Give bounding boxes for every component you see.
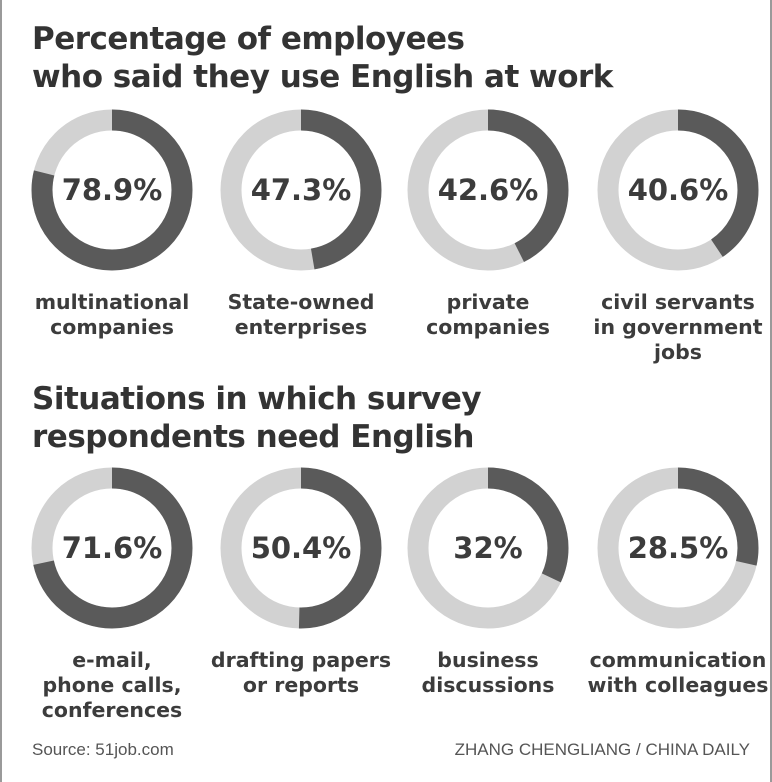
donut-chart: 78.9% — [31, 109, 193, 271]
donut-value-arc — [220, 467, 382, 629]
donut-percent-label: 78.9% — [62, 173, 163, 207]
donut-label-private: private companies — [393, 290, 583, 340]
donut-percent-label: 71.6% — [62, 531, 163, 565]
donut-percent-label: 32% — [453, 531, 522, 565]
donut-label-drafting: drafting papers or reports — [206, 648, 396, 698]
donut-percent-label: 50.4% — [251, 531, 352, 565]
donut-label-multinational: multinational companies — [17, 290, 207, 340]
label-line: communication — [589, 648, 767, 672]
label-line: business — [437, 648, 539, 672]
label-line: jobs — [654, 340, 702, 364]
label-line: conferences — [41, 698, 183, 722]
label-line: companies — [426, 315, 550, 339]
label-line: State-owned — [227, 290, 375, 314]
label-line: civil servants — [601, 290, 755, 314]
label-line: discussions — [421, 673, 555, 697]
donut-label-colleagues: communication with colleagues — [583, 648, 772, 698]
label-line: phone calls, — [42, 673, 182, 697]
label-line: drafting papers — [210, 648, 392, 672]
title-line: respondents need English — [32, 419, 474, 455]
label-line: in government — [593, 315, 763, 339]
donut-percent-label: 40.6% — [628, 173, 729, 207]
donut-label-email-calls: e-mail, phone calls, conferences — [17, 648, 207, 723]
donut-value-arc — [407, 109, 569, 271]
donut-percent-label: 28.5% — [628, 531, 729, 565]
title-line: Percentage of employees — [32, 21, 465, 57]
donut-value-arc — [407, 467, 569, 629]
donut-value-arc — [31, 109, 193, 271]
title-line: Situations in which survey — [32, 381, 482, 417]
label-line: with colleagues — [587, 673, 769, 697]
donut-value-arc — [597, 109, 759, 271]
section-title-usage: Percentage of employees who said they us… — [32, 20, 613, 96]
donut-label-state-owned: State-owned enterprises — [206, 290, 396, 340]
donut-value-arc — [31, 467, 193, 629]
donut-label-business: business discussions — [393, 648, 583, 698]
label-line: e-mail, — [72, 648, 152, 672]
donut-chart: 28.5% — [597, 467, 759, 629]
donut-value-arc — [597, 467, 759, 629]
donut-chart: 71.6% — [31, 467, 193, 629]
section-title-situations: Situations in which survey respondents n… — [32, 380, 482, 456]
label-line: private — [446, 290, 530, 314]
credit-line: ZHANG CHENGLIANG / CHINA DAILY — [454, 740, 750, 759]
donut-value-arc — [220, 109, 382, 271]
donut-percent-label: 47.3% — [251, 173, 352, 207]
label-line: enterprises — [234, 315, 368, 339]
donut-chart: 50.4% — [220, 467, 382, 629]
label-line: or reports — [242, 673, 360, 697]
label-line: multinational — [34, 290, 190, 314]
label-line: companies — [50, 315, 174, 339]
donut-label-civil-servants: civil servants in government jobs — [583, 290, 772, 365]
donut-chart: 47.3% — [220, 109, 382, 271]
donut-chart: 32% — [407, 467, 569, 629]
donut-percent-label: 42.6% — [438, 173, 539, 207]
donut-chart: 42.6% — [407, 109, 569, 271]
source-note: Source: 51job.com — [32, 740, 174, 759]
title-line: who said they use English at work — [32, 59, 613, 95]
donut-chart: 40.6% — [597, 109, 759, 271]
